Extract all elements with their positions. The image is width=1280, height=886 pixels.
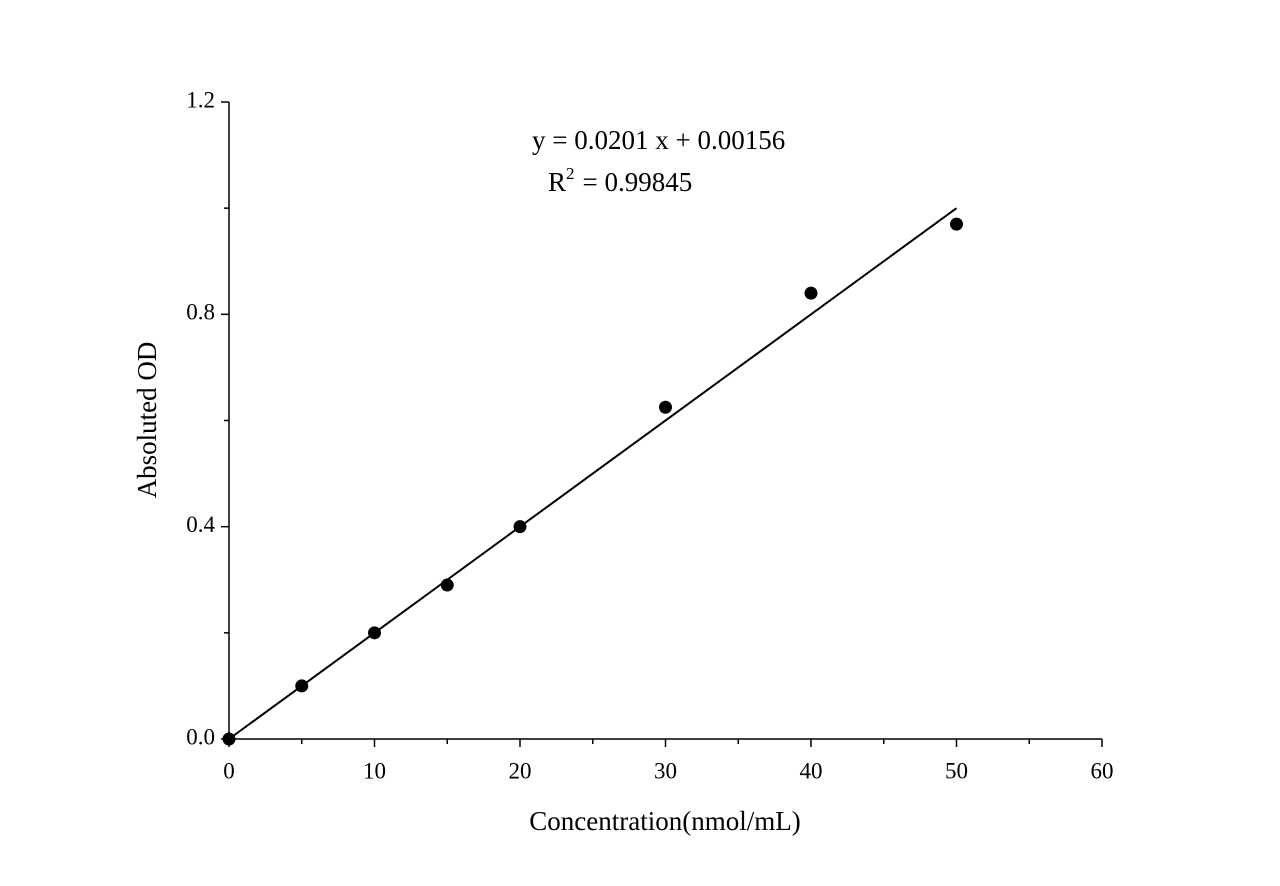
y-tick-label: 0.4 (186, 512, 215, 537)
equation: y = 0.0201 x + 0.00156 (532, 125, 785, 155)
x-tick-label: 0 (223, 758, 235, 783)
r-squared-sup: 2 (566, 164, 575, 183)
data-point (950, 217, 963, 231)
r-squared-rest: = 0.99845 (583, 167, 693, 197)
r-squared: R2 = 0.99845 (548, 164, 692, 197)
x-axis-title: Concentration(nmol/mL) (529, 806, 800, 836)
y-axis-title: Absoluted OD (132, 342, 162, 499)
data-point (804, 286, 818, 300)
x-tick-label: 30 (654, 758, 677, 783)
x-tick-label: 40 (800, 758, 823, 783)
x-tick-label: 60 (1091, 758, 1114, 783)
y-tick-label: 0.0 (186, 724, 215, 749)
r-squared-base: R (548, 167, 566, 197)
x-tick-label: 20 (509, 758, 532, 783)
y-tick-label: 1.2 (186, 87, 215, 112)
data-point (659, 400, 672, 414)
x-tick-label: 10 (363, 758, 386, 783)
y-tick-label: 0.8 (186, 300, 215, 325)
fit-line (228, 207, 958, 740)
x-tick-label: 50 (945, 758, 968, 783)
